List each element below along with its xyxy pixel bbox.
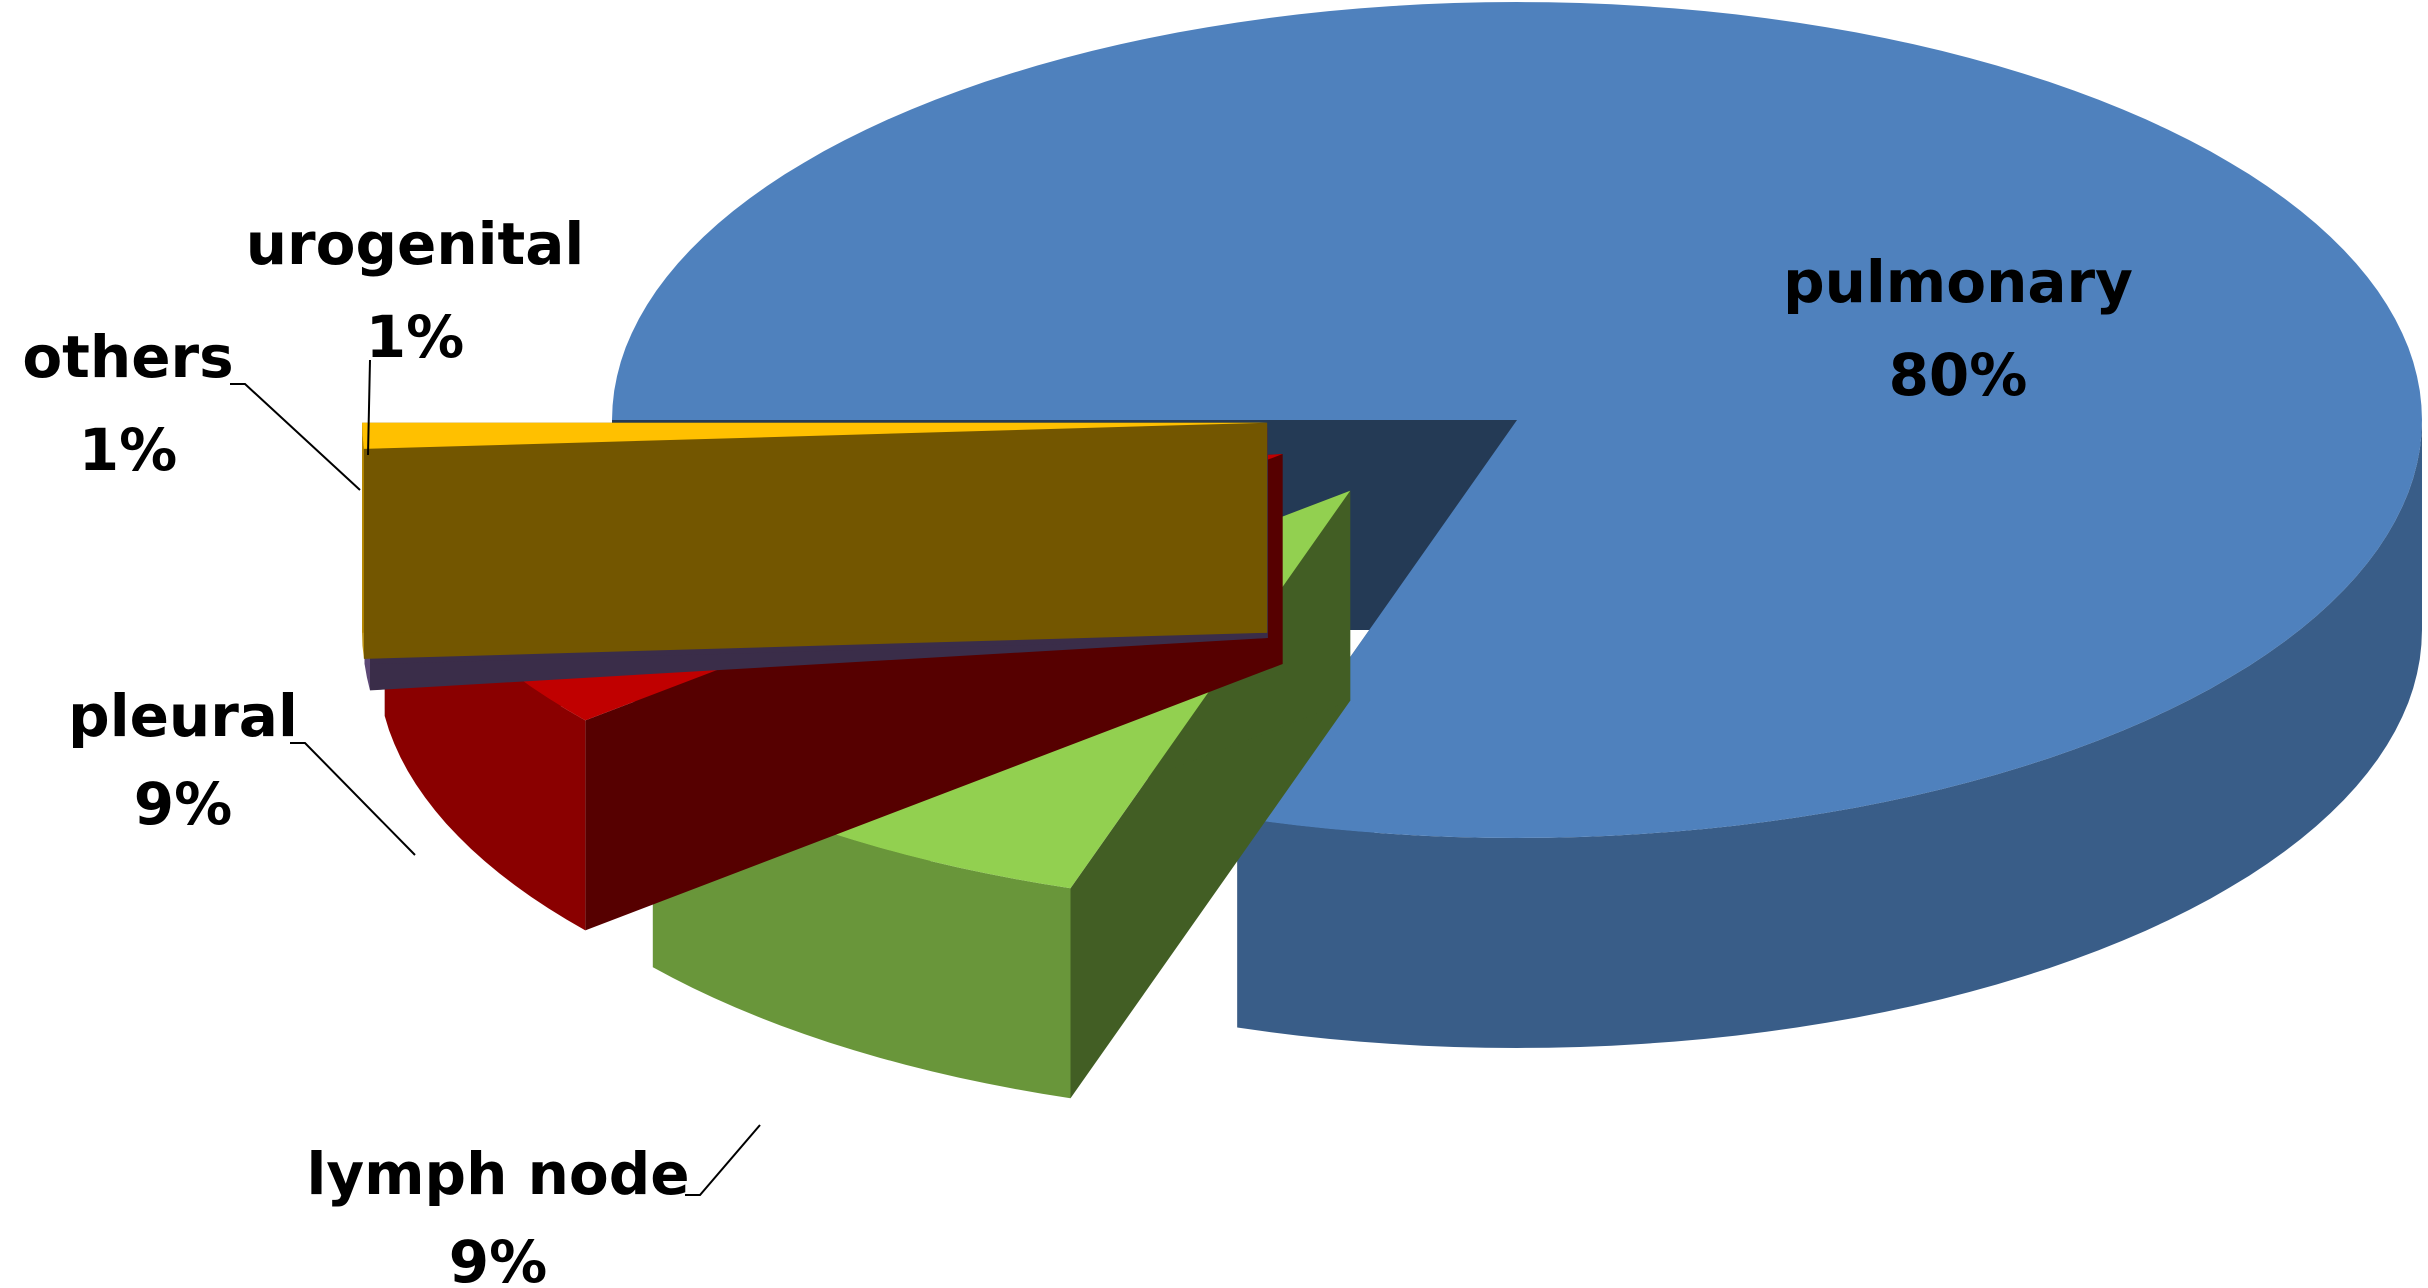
slice-wall bbox=[1237, 420, 2422, 1048]
leader-line bbox=[230, 383, 361, 491]
slice bbox=[362, 422, 1268, 449]
leader-line bbox=[685, 1124, 761, 1196]
slice-wall bbox=[362, 422, 364, 659]
leader-line bbox=[367, 359, 371, 456]
slice-value-label: 1% bbox=[79, 416, 177, 484]
slice-value-label: 9% bbox=[134, 770, 232, 838]
slice-label: lymph node bbox=[306, 1140, 689, 1208]
slice-label: urogenital bbox=[246, 210, 585, 278]
slice-value-label: 9% bbox=[449, 1228, 547, 1288]
slice-label: others bbox=[22, 323, 233, 391]
slice-label: pleural bbox=[68, 682, 298, 750]
slice-value-label: 1% bbox=[366, 303, 464, 371]
slice-label: pulmonary bbox=[1783, 248, 2133, 316]
slice-value-label: 80% bbox=[1889, 341, 2028, 409]
leader-line bbox=[290, 742, 416, 856]
slice-side bbox=[362, 422, 1268, 633]
slice bbox=[612, 2, 2422, 838]
